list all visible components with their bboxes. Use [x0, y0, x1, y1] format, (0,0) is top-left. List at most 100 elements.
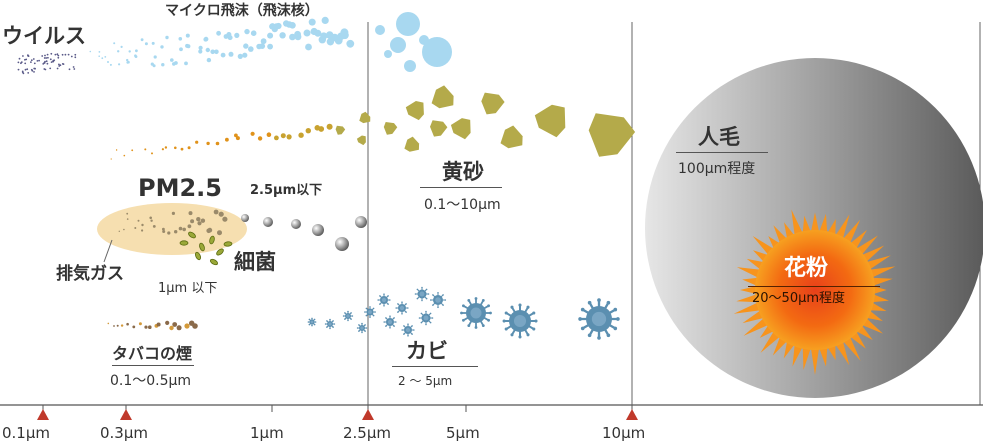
virus-dot: [36, 60, 39, 62]
droplet-dot: [98, 51, 101, 53]
sand-grain: [250, 131, 255, 136]
pm25-dot: [162, 230, 166, 233]
bacteria-rod: [216, 248, 224, 256]
bacteria-rod: [223, 241, 233, 247]
droplet-dot: [117, 50, 120, 53]
droplet-dot: [144, 42, 148, 46]
virus-dot: [43, 57, 46, 59]
droplet-dot: [237, 53, 243, 60]
sand-polygon: [383, 122, 398, 135]
droplet-bubble: [384, 50, 392, 58]
droplet-dot: [104, 56, 107, 58]
pm25-dot: [137, 219, 140, 222]
pm25-dot: [152, 225, 156, 228]
bacteria-label: 細菌: [234, 250, 276, 274]
virus-dot: [24, 68, 27, 71]
virus-dot: [25, 58, 28, 61]
droplet-dot: [321, 16, 329, 24]
bacteria-rod: [179, 240, 189, 246]
virus-dot: [22, 55, 24, 57]
droplet-dot: [179, 47, 183, 52]
mold-spore: [401, 323, 415, 337]
virus-dot: [27, 72, 30, 74]
sand-polygon: [534, 104, 566, 138]
hair-range: 100μm程度: [678, 161, 756, 177]
tobacco-dot: [120, 324, 124, 327]
tobacco-dot: [169, 325, 174, 331]
droplet-dot: [259, 43, 266, 49]
pm25-dot: [141, 229, 144, 232]
droplet-dot: [210, 49, 215, 55]
bacteria-particles: [179, 231, 233, 266]
pm25-dot: [197, 221, 202, 226]
droplet-dot: [135, 49, 138, 53]
droplet-dot: [127, 60, 130, 64]
tobacco-dot: [138, 322, 142, 326]
axis-marker-triangle: [362, 409, 374, 420]
droplet-dot: [318, 36, 326, 44]
sand-grain: [274, 135, 279, 141]
pm25-dot: [213, 209, 219, 215]
sand-grain: [174, 146, 177, 150]
virus-dot: [45, 60, 48, 63]
sand-grain: [318, 126, 325, 132]
mold-label: カビ: [392, 341, 478, 367]
droplet-dot: [340, 28, 349, 37]
sand-grain: [215, 141, 220, 146]
droplet-dot: [267, 43, 273, 50]
virus-dot: [56, 53, 59, 56]
mold-spore: [418, 310, 434, 326]
sand-grain: [286, 134, 292, 140]
virus-dot: [67, 53, 70, 56]
bacteria-rod: [188, 231, 196, 239]
tobacco-dot: [148, 325, 152, 330]
axis-tick-label: 1μm: [250, 424, 284, 442]
pm25-ball: [291, 219, 301, 229]
pm25-dot: [118, 230, 121, 232]
axis-marker-triangle: [37, 409, 49, 420]
tobacco-dot: [113, 325, 115, 327]
virus-dot: [44, 68, 47, 71]
pm25-dot: [187, 224, 192, 229]
droplet-dot: [220, 52, 226, 58]
droplet-dot: [250, 30, 257, 36]
droplet-dot: [178, 37, 183, 41]
tobacco-dot: [107, 322, 110, 325]
sand-grain: [257, 136, 263, 141]
droplet-dot: [244, 28, 250, 35]
virus-dot: [30, 68, 33, 71]
tobacco-dot: [184, 323, 190, 329]
droplet-dot: [151, 41, 155, 45]
droplet-dot: [118, 63, 121, 66]
virus-dot: [45, 57, 48, 59]
sand-polygon: [404, 136, 420, 152]
pm25-dot: [188, 211, 193, 216]
tobacco-dot: [165, 320, 170, 325]
pm25-dot: [178, 226, 183, 231]
droplet-dot: [206, 57, 212, 63]
droplet-dot: [334, 36, 343, 45]
virus-dot: [27, 54, 29, 57]
axis-tick-label: 2.5μm: [343, 424, 392, 442]
droplet-dot: [185, 33, 190, 38]
yellow-sand-label: 黄砂: [420, 162, 502, 188]
pm25-dot: [162, 227, 165, 231]
virus-dot: [73, 68, 76, 70]
mold-spore: [395, 301, 409, 315]
tobacco-dot: [176, 325, 182, 331]
exhaust-label: 排気ガス: [56, 264, 124, 284]
droplet-dot: [260, 38, 267, 45]
sand-grain: [266, 132, 272, 137]
virus-dot: [44, 60, 46, 63]
pm25-dot: [126, 212, 129, 215]
droplet-dot: [275, 22, 282, 30]
droplet-dot: [305, 43, 312, 51]
mold-spore: [307, 317, 317, 327]
droplet-dot: [184, 61, 188, 66]
droplet-dot: [160, 45, 164, 49]
mold-spore: [383, 315, 397, 329]
hair-label: 人毛: [676, 127, 768, 153]
sand-polygon: [481, 92, 505, 115]
virus-dot: [56, 67, 59, 70]
droplet-dot: [198, 49, 203, 54]
